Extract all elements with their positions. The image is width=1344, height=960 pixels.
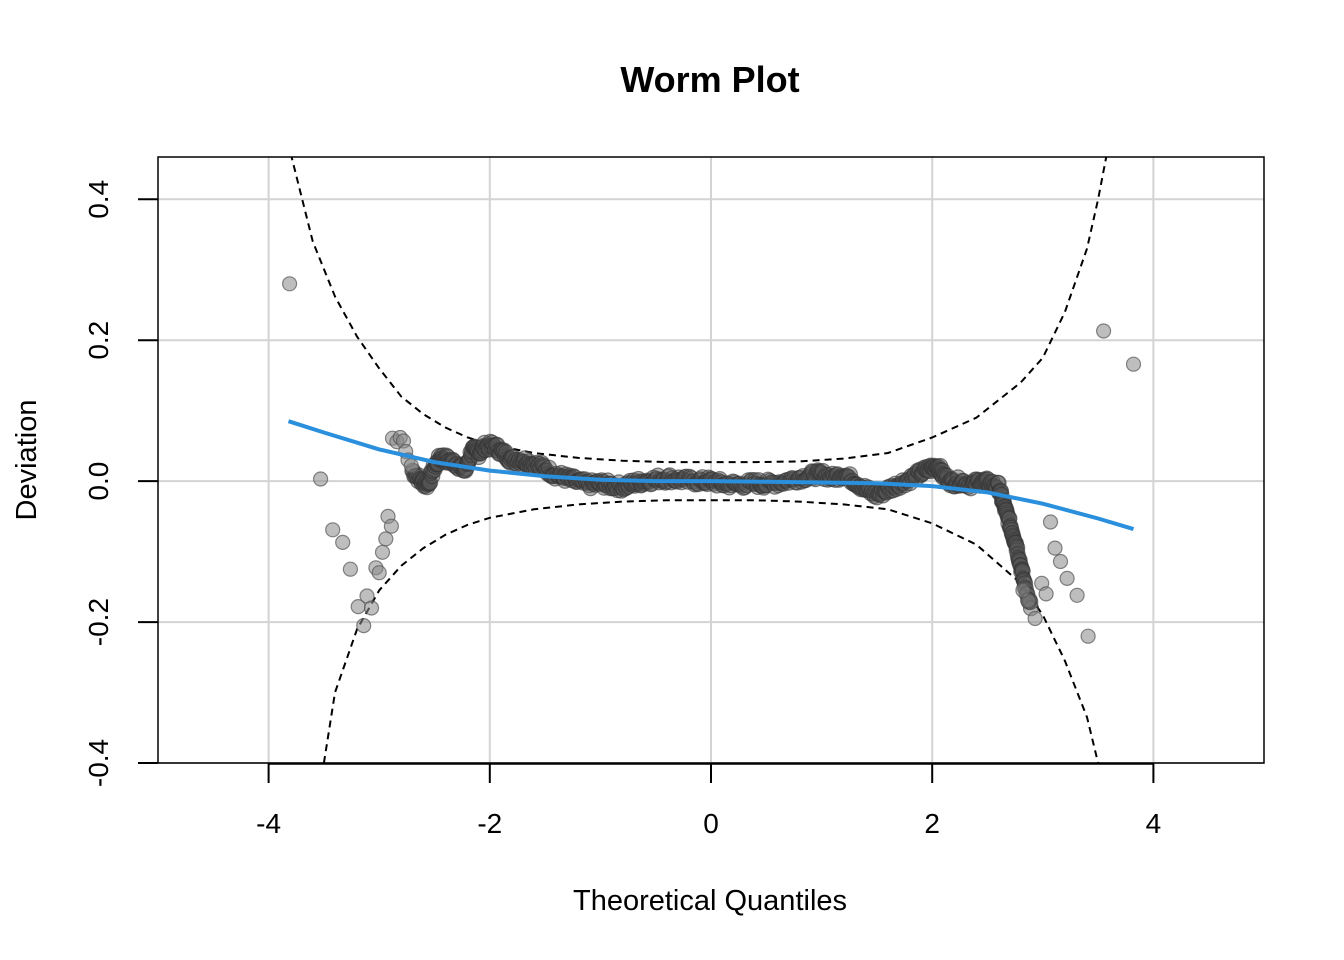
y-tick-label: -0.2 (83, 598, 114, 646)
x-tick-label: 4 (1146, 808, 1162, 839)
data-point (1095, 323, 1112, 339)
x-tick-label: -4 (256, 808, 281, 839)
x-axis: -4 -2 0 2 4 (256, 763, 1161, 839)
y-tick-label: -0.4 (83, 739, 114, 787)
x-tick-label: -2 (477, 808, 502, 839)
data-point (1069, 587, 1085, 603)
data-point (378, 531, 394, 547)
data-point (383, 518, 399, 534)
sparse-points (282, 276, 1142, 644)
y-tick-label: 0.2 (83, 321, 114, 360)
data-point (1052, 553, 1069, 570)
data-point (1059, 570, 1075, 587)
data-point (1015, 582, 1031, 599)
data-point (1042, 514, 1059, 530)
y-tick-label: 0.0 (83, 462, 114, 501)
y-axis: -0.4 -0.2 0.0 0.2 0.4 (83, 180, 158, 787)
data-point (1027, 610, 1043, 627)
confidence-bands (290, 157, 1108, 763)
data-point (1038, 586, 1054, 602)
x-axis-label: Theoretical Quantiles (573, 885, 847, 917)
data-point (374, 544, 391, 560)
data-point (325, 522, 341, 538)
x-tick-label: 0 (703, 808, 719, 839)
data-point (356, 617, 372, 634)
upper-band (290, 157, 1108, 464)
data-point (1047, 540, 1063, 556)
data-point (371, 565, 387, 581)
y-axis-label: Deviation (11, 400, 43, 521)
data-point (1125, 356, 1142, 372)
y-tick-label: 0.4 (83, 180, 114, 219)
grid-lines (158, 157, 1264, 764)
data-point (1080, 628, 1096, 644)
smooth-curve (287, 419, 1135, 532)
lower-band (322, 499, 1100, 763)
data-point (313, 471, 329, 487)
data-point (282, 276, 298, 292)
x-tick-label: 2 (924, 808, 940, 839)
data-point (403, 458, 419, 474)
smooth-curve-group (287, 419, 1135, 532)
chart-title: Worm Plot (620, 59, 799, 100)
data-point (363, 600, 380, 616)
data-point (342, 561, 358, 577)
data-point (335, 534, 351, 551)
